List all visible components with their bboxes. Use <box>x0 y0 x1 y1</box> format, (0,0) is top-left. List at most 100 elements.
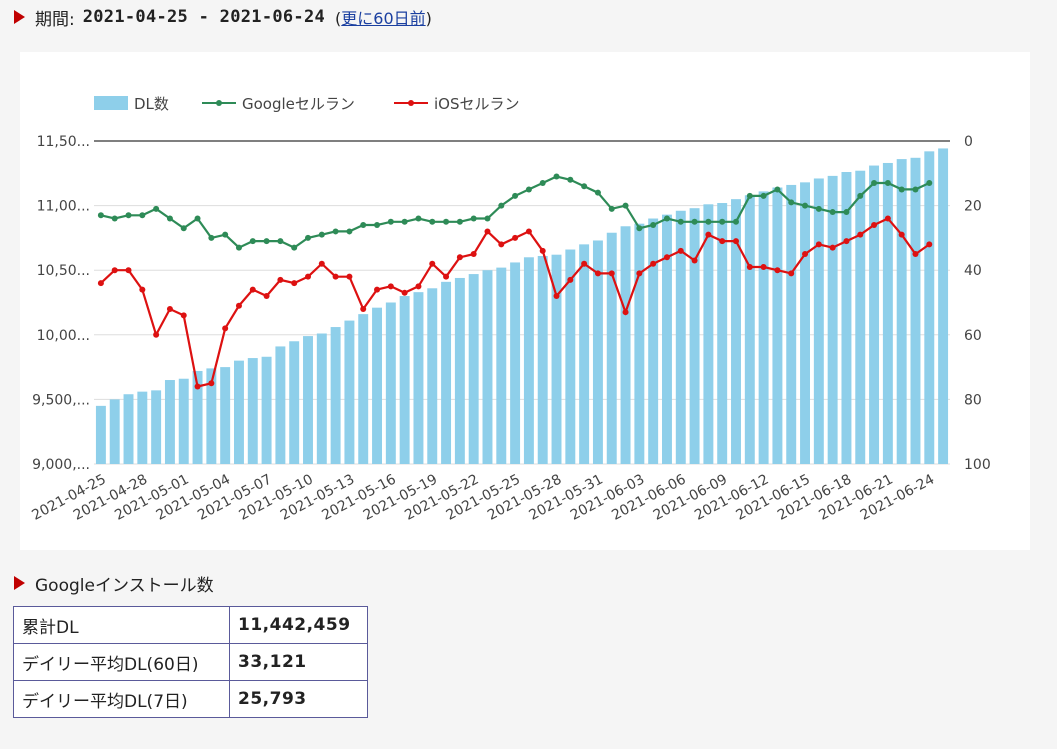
dl-bar <box>344 320 355 464</box>
open-paren: ( <box>335 9 342 28</box>
google-rank-point <box>235 244 242 251</box>
dl-bar <box>537 255 548 464</box>
period-range: 2021-04-25 - 2021-06-24 <box>82 7 326 27</box>
dl-bar <box>675 210 686 464</box>
ios-rank-point <box>705 231 712 238</box>
ios-rank-point <box>594 270 601 277</box>
ios-rank-point <box>332 273 339 280</box>
google-rank-point <box>180 225 187 232</box>
dl-bar <box>123 394 134 464</box>
ios-rank-point <box>650 260 657 267</box>
google-rank-point <box>650 221 657 228</box>
previous-60-days-link[interactable]: 更に60日前 <box>341 9 426 28</box>
ios-rank-point <box>194 383 201 390</box>
dl-bar <box>827 175 838 464</box>
google-rank-point <box>691 218 698 225</box>
google-rank-point <box>498 202 505 209</box>
google-rank-point <box>898 186 905 193</box>
dl-bar <box>95 405 106 464</box>
google-rank-point <box>374 221 381 228</box>
google-rank-point <box>318 231 325 238</box>
google-rank-point <box>346 228 353 235</box>
ios-rank-point <box>912 251 919 258</box>
dl-bar <box>813 178 824 464</box>
google-rank-point <box>719 218 726 225</box>
dl-bar <box>800 182 811 464</box>
ios-rank-point <box>111 267 118 274</box>
google-rank-point <box>788 199 795 206</box>
google-rank-point <box>139 212 146 219</box>
google-rank-point <box>705 218 712 225</box>
dl-bar <box>592 240 603 464</box>
dl-bar <box>427 288 438 464</box>
ios-rank-point <box>553 293 560 300</box>
google-rank-point <box>456 218 463 225</box>
google-rank-point <box>512 192 519 199</box>
google-rank-point <box>111 215 118 222</box>
ios-rank-point <box>567 276 574 283</box>
dl-bar <box>109 399 120 464</box>
ios-rank-point <box>305 273 311 280</box>
google-rank-point <box>401 218 408 225</box>
triangle-bullet-icon <box>14 10 25 24</box>
google-rank-point <box>360 221 367 228</box>
google-rank-point <box>194 215 201 222</box>
google-rank-point <box>594 189 601 196</box>
google-rank-point <box>125 212 132 219</box>
google-rank-point <box>857 192 864 199</box>
ios-rank-point <box>484 228 491 235</box>
dl-bar <box>606 232 617 464</box>
google-rank-point <box>97 212 104 219</box>
ios-rank-point <box>249 286 256 293</box>
google-rank-point <box>926 179 933 186</box>
legend-marker-google <box>216 100 222 106</box>
dl-bar <box>841 172 852 464</box>
y-left-tick-label: 9,500,... <box>32 392 90 408</box>
dl-bar <box>233 360 244 464</box>
ios-rank-point <box>222 325 229 332</box>
y-left-tick-label: 9,000,... <box>32 457 90 473</box>
google-rank-point <box>636 225 643 232</box>
google-rank-point <box>539 179 546 186</box>
ios-rank-point <box>774 267 781 274</box>
ios-rank-point <box>498 241 505 248</box>
install-section-title: Googleインストール数 <box>35 575 214 596</box>
ios-rank-point <box>788 270 795 277</box>
dl-bar <box>938 148 949 464</box>
dl-bar <box>399 296 410 464</box>
google-rank-point <box>774 186 781 193</box>
y-right-tick-label: 0 <box>964 134 973 150</box>
ios-rank-point <box>525 228 532 235</box>
table-row: デイリー平均DL(7日) 25,793 <box>13 680 368 718</box>
dl-bar <box>496 267 507 464</box>
ios-rank-point <box>429 260 436 267</box>
google-rank-point <box>484 215 491 222</box>
legend-label-google: Googleセルラン <box>242 95 355 113</box>
y-left-tick-label: 11,50... <box>37 134 90 150</box>
legend-label-ios: iOSセルラン <box>434 95 520 113</box>
ios-rank-point <box>456 254 463 261</box>
ios-rank-point <box>97 280 104 287</box>
ios-rank-point <box>622 309 629 316</box>
dl-bar <box>620 226 631 464</box>
stat-label: 累計DL <box>13 606 230 644</box>
dl-bar <box>151 390 162 464</box>
period-header: 期間: 2021-04-25 - 2021-06-24 (更に60日前) <box>14 4 432 30</box>
ios-rank-point <box>360 305 367 312</box>
dl-bar <box>731 199 741 464</box>
table-row: 累計DL 11,442,459 <box>13 606 368 644</box>
google-rank-point <box>746 192 753 199</box>
dl-bar <box>772 187 783 464</box>
chart-card: 11,50... 11,00... 10,50... 10,00... 9,500,..… <box>20 52 1030 550</box>
ios-rank-point <box>608 270 615 277</box>
ios-rank-point <box>898 231 905 238</box>
google-rank-point <box>871 179 878 186</box>
legend-marker-ios <box>408 100 414 106</box>
dl-bar <box>372 307 383 464</box>
stat-value: 25,793 <box>229 680 368 718</box>
ios-rank-point <box>346 273 353 280</box>
y-left-tick-label: 11,00... <box>37 199 90 215</box>
google-rank-point <box>415 215 422 222</box>
ios-rank-point <box>691 257 698 264</box>
dl-bar <box>385 302 396 464</box>
